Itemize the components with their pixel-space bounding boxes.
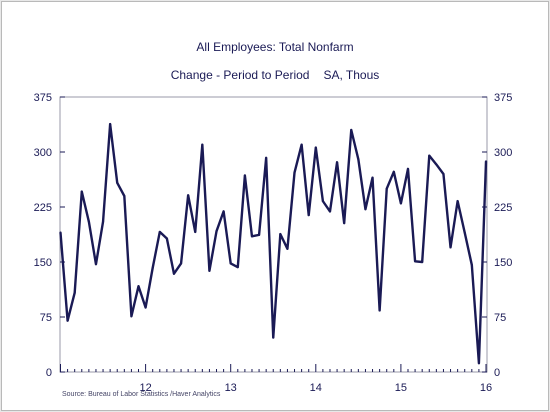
y-tick-label-right: 150 <box>494 257 512 269</box>
x-tick-label: 15 <box>395 382 407 394</box>
data-point <box>286 247 289 250</box>
data-point <box>172 272 175 275</box>
y-tick-label-left: 150 <box>34 257 52 269</box>
chart-title: All Employees: Total Nonfarm <box>196 40 354 54</box>
data-point <box>158 230 161 233</box>
data-point <box>180 262 183 265</box>
data-point <box>258 233 261 236</box>
data-point <box>463 231 466 234</box>
data-point <box>165 237 168 240</box>
y-tick-label-right: 300 <box>494 147 512 159</box>
y-tick-label-left: 300 <box>34 147 52 159</box>
x-tick-label: 12 <box>139 382 151 394</box>
data-point <box>414 260 417 263</box>
chart-subtitle-units: SA, Thous <box>323 68 380 82</box>
data-point <box>449 246 452 249</box>
data-point <box>378 309 381 312</box>
data-point <box>357 158 360 161</box>
data-point <box>364 208 367 211</box>
chart-subtitle: Change - Period to Period SA, Thous <box>0 68 550 82</box>
data-point <box>229 262 232 265</box>
x-tick-label: 13 <box>225 382 237 394</box>
data-point <box>442 173 445 175</box>
data-point <box>187 194 190 197</box>
data-point <box>59 231 62 234</box>
data-point <box>421 261 424 263</box>
data-point <box>385 187 388 190</box>
data-point <box>456 200 459 203</box>
data-point <box>435 163 438 166</box>
x-tick-label: 16 <box>480 382 492 394</box>
data-point <box>314 146 317 149</box>
data-point <box>66 319 69 322</box>
y-tick-label-left: 225 <box>34 202 52 214</box>
source-note: Source: Bureau of Labor Statistics /Have… <box>62 391 221 398</box>
series-group <box>59 122 488 365</box>
data-point <box>87 220 90 223</box>
data-point <box>123 195 126 197</box>
data-point <box>215 230 218 233</box>
data-point <box>208 269 211 272</box>
data-point <box>371 176 374 179</box>
data-point <box>144 306 147 309</box>
data-point <box>328 210 331 213</box>
data-point <box>350 129 353 131</box>
data-point <box>243 174 246 177</box>
data-point <box>73 291 76 294</box>
data-point <box>222 210 225 213</box>
data-point <box>130 315 133 318</box>
data-point <box>194 230 197 233</box>
data-point <box>307 214 310 217</box>
data-point <box>272 336 275 339</box>
y-tick-label-left: 375 <box>34 92 52 104</box>
data-point <box>236 266 239 269</box>
data-point <box>116 181 119 184</box>
y-tick-label-left: 75 <box>40 312 52 324</box>
data-point <box>151 266 154 269</box>
data-point <box>336 161 339 164</box>
data-point <box>477 362 480 365</box>
data-point <box>279 233 282 236</box>
axis-labels: 0 0 75 75 150 150 225 225 300 300 375 375 12 13 14 15 16 <box>34 92 513 394</box>
data-point <box>406 167 409 170</box>
data-point <box>80 190 83 193</box>
data-point <box>470 263 473 266</box>
data-point <box>250 235 253 238</box>
data-point <box>201 143 204 146</box>
x-tick-label: 14 <box>310 382 322 394</box>
data-point <box>265 156 268 159</box>
data-point <box>94 263 97 266</box>
data-point <box>137 285 140 288</box>
data-point <box>321 200 324 203</box>
data-point <box>428 154 431 157</box>
data-point <box>399 202 402 205</box>
data-point <box>392 170 395 173</box>
y-tick-label-right: 375 <box>494 92 512 104</box>
data-point <box>293 171 296 174</box>
data-point <box>109 123 112 126</box>
y-tick-label-left: 0 <box>46 367 52 379</box>
y-tick-label-right: 75 <box>494 312 506 324</box>
y-tick-label-right: 0 <box>494 367 500 379</box>
data-point <box>102 220 105 223</box>
series-line <box>59 122 488 365</box>
chart-subtitle-measure: Change - Period to Period <box>170 68 310 82</box>
y-tick-label-right: 225 <box>494 202 512 214</box>
axis-ticks <box>60 96 487 373</box>
data-point <box>485 160 487 163</box>
data-point <box>300 143 303 146</box>
data-point <box>343 222 346 225</box>
